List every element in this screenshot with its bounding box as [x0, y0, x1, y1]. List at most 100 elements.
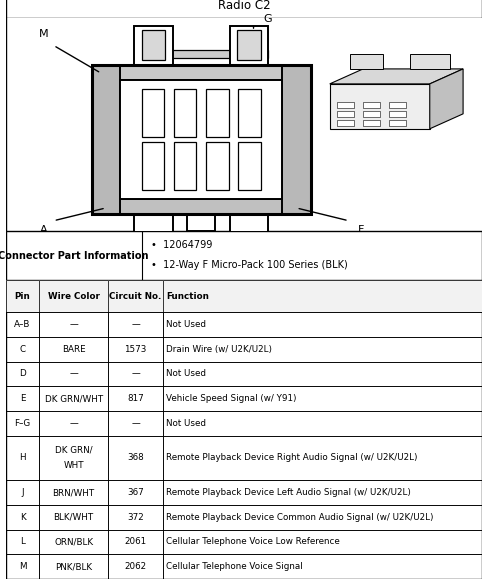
Bar — [39, 280, 108, 312]
Bar — [206, 89, 228, 137]
Bar — [108, 280, 163, 312]
Text: F–G: F–G — [15, 419, 31, 428]
Bar — [174, 89, 196, 137]
Bar — [6, 530, 39, 554]
Text: Not Used: Not Used — [166, 320, 206, 329]
Text: M: M — [19, 562, 26, 571]
Text: Cellular Telephone Voice Signal: Cellular Telephone Voice Signal — [166, 562, 303, 571]
Bar — [108, 362, 163, 386]
Text: Function: Function — [166, 292, 209, 301]
Bar — [237, 30, 261, 60]
Bar — [389, 101, 406, 108]
Text: Remote Playback Device Left Audio Signal (w/ U2K/U2L): Remote Playback Device Left Audio Signal… — [166, 488, 411, 497]
Bar — [39, 312, 108, 337]
Bar — [135, 214, 173, 236]
Polygon shape — [350, 54, 383, 69]
Bar — [6, 554, 39, 579]
Bar — [6, 312, 39, 337]
Text: Connector Part Information: Connector Part Information — [0, 251, 149, 261]
Bar — [108, 386, 163, 411]
Bar — [108, 312, 163, 337]
Bar — [206, 142, 228, 190]
Text: K: K — [20, 513, 25, 522]
Text: A: A — [40, 225, 48, 235]
Text: •  12064799: • 12064799 — [151, 240, 212, 250]
Bar — [39, 280, 108, 312]
Bar — [39, 436, 108, 480]
Bar — [92, 64, 311, 80]
Bar — [142, 30, 165, 60]
Text: —: — — [69, 320, 78, 329]
Bar — [6, 362, 39, 386]
Bar — [6, 280, 39, 312]
Bar — [108, 554, 163, 579]
Bar — [6, 411, 39, 436]
Bar — [142, 89, 164, 137]
Bar — [92, 64, 120, 214]
Bar — [163, 280, 482, 312]
Bar — [108, 530, 163, 554]
Text: —: — — [69, 369, 78, 379]
Text: PNK/BLK: PNK/BLK — [55, 562, 92, 571]
Bar — [163, 530, 482, 554]
Text: L: L — [20, 537, 25, 546]
Text: D: D — [19, 369, 26, 379]
Text: 367: 367 — [127, 488, 144, 497]
Bar — [163, 362, 482, 386]
Text: F: F — [358, 225, 365, 235]
Bar — [39, 362, 108, 386]
Bar — [174, 142, 196, 190]
Text: E: E — [20, 394, 25, 403]
Bar — [108, 337, 163, 362]
Bar — [108, 480, 163, 505]
Bar — [238, 142, 261, 190]
Bar — [163, 480, 482, 505]
Text: Wire Color: Wire Color — [48, 292, 100, 301]
Text: A–B: A–B — [14, 320, 31, 329]
Bar — [337, 120, 353, 125]
Text: Vehicle Speed Signal (w/ Y91): Vehicle Speed Signal (w/ Y91) — [166, 394, 296, 403]
Bar — [187, 214, 215, 231]
Text: Remote Playback Device Right Audio Signal (w/ U2K/U2L): Remote Playback Device Right Audio Signa… — [166, 454, 417, 462]
Bar — [108, 280, 163, 312]
Bar — [39, 505, 108, 530]
Bar — [92, 64, 311, 214]
Bar — [163, 411, 482, 436]
Text: Remote Playback Device Common Audio Signal (w/ U2K/U2L): Remote Playback Device Common Audio Sign… — [166, 513, 433, 522]
Text: C: C — [20, 345, 25, 354]
Bar — [6, 337, 39, 362]
Text: J: J — [21, 488, 24, 497]
Bar — [6, 386, 39, 411]
Bar — [135, 26, 173, 64]
Bar — [39, 480, 108, 505]
Bar — [337, 111, 353, 117]
Text: BLK/WHT: BLK/WHT — [54, 513, 94, 522]
Bar — [92, 199, 311, 214]
Bar — [39, 337, 108, 362]
Bar — [6, 480, 39, 505]
Bar — [39, 554, 108, 579]
Bar — [120, 80, 282, 199]
Text: BARE: BARE — [62, 345, 85, 354]
Bar — [39, 386, 108, 411]
Text: DK GRN/: DK GRN/ — [55, 445, 93, 454]
Bar — [108, 411, 163, 436]
Bar — [363, 120, 380, 125]
Bar — [39, 411, 108, 436]
Text: WHT: WHT — [63, 461, 84, 471]
Text: 372: 372 — [127, 513, 144, 522]
Text: —: — — [69, 419, 78, 428]
Bar — [363, 111, 380, 117]
Text: H: H — [19, 454, 26, 462]
Bar — [163, 312, 482, 337]
Polygon shape — [430, 69, 463, 129]
Text: Not Used: Not Used — [166, 369, 206, 379]
Bar — [163, 337, 482, 362]
Bar — [238, 89, 261, 137]
Text: Circuit No.: Circuit No. — [109, 292, 162, 301]
Text: G: G — [263, 14, 272, 24]
Bar — [163, 280, 482, 312]
Text: 368: 368 — [127, 454, 144, 462]
Bar — [163, 554, 482, 579]
Bar — [363, 101, 380, 108]
